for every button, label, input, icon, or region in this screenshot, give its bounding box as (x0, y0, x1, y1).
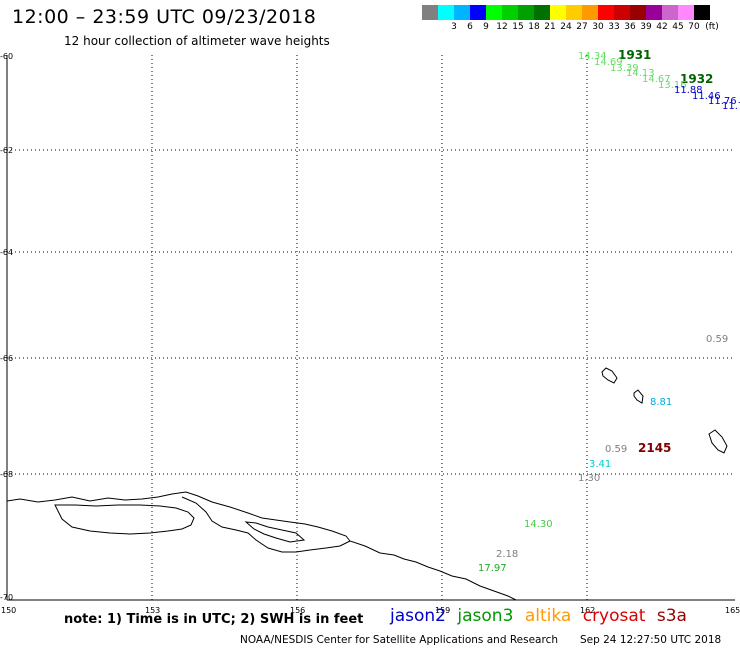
legend-label: 24 (560, 22, 572, 32)
wave-height-readings: 14.34 14.69 13.39 14.13 14.67 13.16 11.8… (478, 51, 740, 574)
map-title: 12:00 – 23:59 UTC 09/23/2018 (12, 6, 317, 28)
pass-label-2145: 2145 (638, 441, 671, 455)
legend-swatch (566, 5, 582, 20)
ice-shelf-inlet (54, 504, 195, 535)
map-subtitle: 12 hour collection of altimeter wave hei… (64, 34, 330, 48)
gridlines (7, 55, 735, 600)
legend-swatch (646, 5, 662, 20)
legend-label: 15 (512, 22, 524, 32)
wave-reading: 13.16 (658, 80, 687, 91)
legend-label: 33 (608, 22, 620, 32)
wave-reading: 8.81 (650, 397, 672, 408)
legend-label: 70 (688, 22, 700, 32)
lat-tick-label: -64 (0, 248, 13, 257)
legend-label: 12 (496, 22, 508, 32)
legend-swatch (614, 5, 630, 20)
wave-reading: 0.59 (706, 334, 728, 345)
legend-label: 39 (640, 22, 652, 32)
island (633, 389, 644, 404)
legend-swatch (486, 5, 502, 20)
legend-swatch (534, 5, 550, 20)
coastal-peninsula (181, 496, 351, 553)
wave-reading: 3.41 (589, 459, 611, 470)
pass-label-1932: 1932 (680, 72, 713, 86)
footer-note: note: 1) Time is in UTC; 2) SWH is in fe… (64, 612, 364, 627)
legend-swatch (678, 5, 694, 20)
credit-organization: NOAA/NESDIS Center for Satellite Applica… (240, 634, 558, 646)
legend-label: 18 (528, 22, 540, 32)
wave-reading: 13.39 (610, 63, 639, 74)
legend-unit: (ft) (705, 22, 719, 32)
legend-label: 21 (544, 22, 556, 32)
wave-reading: 11.88 (674, 85, 703, 96)
legend-swatch (422, 5, 438, 20)
wave-reading: 14.69 (594, 57, 623, 68)
wave-reading: 2.18 (496, 549, 518, 560)
satellite-name-jason2: jason2 (390, 606, 446, 626)
legend-swatch (454, 5, 470, 20)
islands (601, 367, 728, 454)
lon-tick-label: 156 (290, 606, 305, 615)
wave-reading: 14.30 (524, 519, 553, 530)
wave-reading: 14.34 (578, 51, 607, 62)
antarctic-coastline (6, 491, 517, 601)
satellite-name-s3a: s3a (656, 606, 687, 626)
coastline (6, 491, 517, 601)
legend-label: 45 (672, 22, 684, 32)
legend-swatch (662, 5, 678, 20)
legend-swatch (630, 5, 646, 20)
legend-swatch (550, 5, 566, 20)
legend-label: 36 (624, 22, 636, 32)
coastal-bay (244, 521, 306, 543)
wave-reading: 11.7 (722, 101, 740, 112)
wave-reading: 0.59 (605, 444, 627, 455)
satellite-name-altika: altika (524, 606, 572, 626)
wave-reading: 11.76 (708, 96, 737, 107)
satellite-legend: jason2 jason3 altika cryosat s3a (390, 606, 693, 626)
lon-tick-label: 165 (725, 606, 740, 615)
satellite-pass-labels: 1931 1932 2145 (618, 48, 713, 455)
island (601, 367, 618, 384)
satellite-name-cryosat: cryosat (582, 606, 646, 626)
lat-tick-label: -70 (0, 593, 13, 602)
legend-swatch (598, 5, 614, 20)
legend-label: 9 (483, 22, 489, 32)
wave-reading: 14.13 (626, 68, 655, 79)
legend-label: 30 (592, 22, 604, 32)
legend-swatch (438, 5, 454, 20)
island (708, 429, 728, 454)
map-frame (6, 55, 735, 601)
legend-label: 42 (656, 22, 668, 32)
lat-tick-labels: -60 -62 -64 -66 -68 -70 (0, 52, 13, 602)
lon-tick-label: 153 (145, 606, 160, 615)
pass-label-1931: 1931 (618, 48, 651, 62)
lon-tick-label: 150 (1, 606, 16, 615)
lon-tick-label: 159 (435, 606, 450, 615)
wave-reading: 11.46 (692, 91, 721, 102)
lat-tick-label: -60 (0, 52, 13, 61)
wave-reading: 1.30 (578, 473, 600, 484)
legend-label: 27 (576, 22, 588, 32)
lat-tick-label: -62 (0, 146, 13, 155)
legend-swatch (694, 5, 710, 20)
wave-height-color-scale (422, 5, 710, 20)
legend-swatch (502, 5, 518, 20)
credit-timestamp: Sep 24 12:27:50 UTC 2018 (580, 634, 722, 646)
legend-label: 3 (451, 22, 457, 32)
lon-tick-label: 162 (580, 606, 595, 615)
lat-tick-label: -68 (0, 470, 13, 479)
wave-reading: 14.67 (642, 74, 671, 85)
lon-tick-labels: 150 153 156 159 162 165 (1, 606, 740, 615)
legend-swatch (470, 5, 486, 20)
wave-reading: 17.97 (478, 563, 507, 574)
satellite-name-jason3: jason3 (457, 606, 514, 626)
legend-swatch (582, 5, 598, 20)
lat-tick-label: -66 (0, 354, 13, 363)
legend-swatch (518, 5, 534, 20)
legend-label: 6 (467, 22, 473, 32)
